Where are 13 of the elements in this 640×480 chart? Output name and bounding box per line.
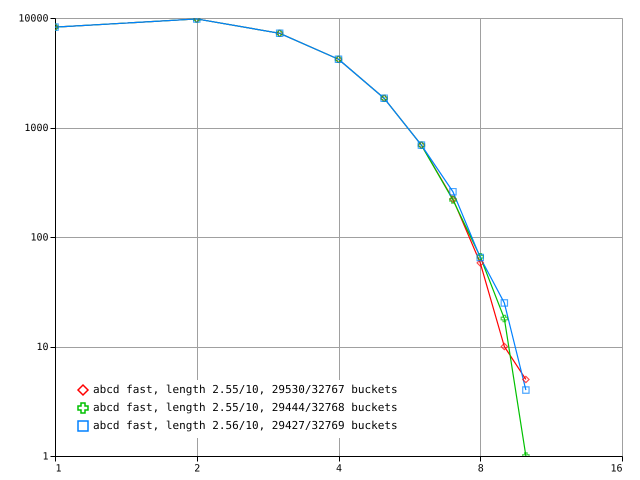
x-tick-label: 16	[610, 464, 622, 474]
legend-label: abcd fast, length 2.55/10, 29444/32768 buckets	[93, 401, 398, 414]
y-tick-label: 10	[36, 342, 48, 353]
y-tick-label: 100	[30, 232, 48, 244]
x-tick-label: 4	[336, 464, 342, 474]
legend-label: abcd fast, length 2.55/10, 29530/32767 buckets	[93, 383, 398, 396]
x-tick-label: 2	[194, 464, 200, 474]
x-tick-label: 8	[478, 464, 484, 474]
legend-label: abcd fast, length 2.56/10, 29427/32769 buckets	[93, 419, 398, 432]
x-tick-label: 1	[56, 464, 62, 474]
y-tick-label: 1000	[24, 123, 48, 134]
y-tick-label: 10000	[18, 14, 48, 24]
y-tick-label: 1	[42, 452, 48, 462]
